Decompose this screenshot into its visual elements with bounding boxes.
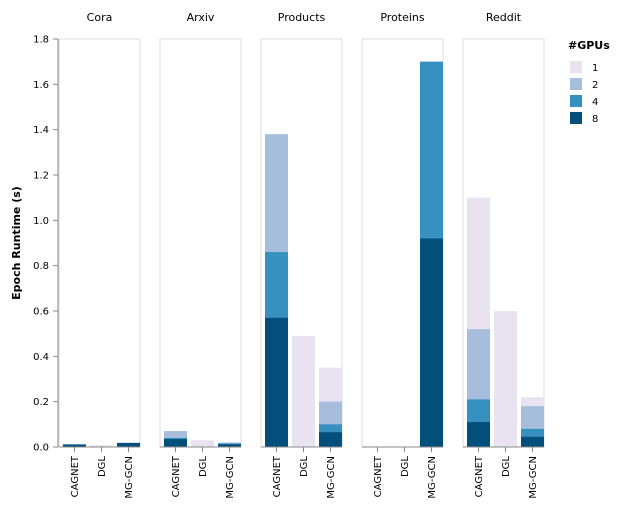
x-tick-label: DGL [97,456,108,477]
x-tick-label: DGL [400,456,411,477]
facet-arxiv: Arxiv CAGNET DGL MG-GCN [159,11,242,499]
facet-reddit: Reddit CAGNET DGL MG-GCN [462,11,545,499]
facet-products: Products CAGNET DGL MG-GCN [260,11,343,499]
y-tick-label: 0.8 [33,261,49,272]
panel-frame [159,38,242,448]
facet-title: Reddit [486,11,522,24]
bar-cora-dgl-gpus-1 [90,445,113,447]
y-axis: 0.0 0.2 0.4 0.6 0.8 1.0 1.2 1.4 1.6 1.8 [33,35,59,454]
x-tick-label: DGL [501,456,512,477]
legend-label: 8 [592,114,598,125]
x-tick-label: DGL [198,456,209,477]
facet-proteins: Proteins CAGNET DGL MG-GCN [361,11,444,499]
x-tick-label: CAGNET [70,455,81,497]
y-tick-label: 1.0 [33,216,49,227]
y-tick-label: 1.4 [33,125,49,136]
y-tick-label: 1.6 [33,80,49,91]
facet-title: Arxiv [187,11,215,24]
bar-products-dgl-gpus-1 [292,335,315,447]
y-tick-label: 0.6 [33,307,49,318]
facet-cora: Cora CAGNET DGL MG-GCN [58,11,141,499]
bar-arxiv-cagnet-gpus-8 [164,439,187,447]
x-tick-label: CAGNET [373,455,384,497]
legend-label: 4 [592,97,598,108]
x-tick-label: CAGNET [171,455,182,497]
x-tick-label: DGL [299,456,310,477]
y-axis-title: Epoch Runtime (s) [10,186,23,300]
y-tick-label: 0.2 [33,397,49,408]
legend-swatch [570,78,582,90]
facet-title: Proteins [380,11,425,24]
y-tick-label: 0.0 [33,443,49,454]
bar-products-cagnet-gpus-8 [265,317,288,447]
bar-reddit-dgl-gpus-1 [494,311,517,447]
bar-arxiv-dgl-gpus-1 [191,440,214,447]
legend-label: 1 [592,63,598,74]
bar-reddit-cagnet-gpus-8 [467,422,490,447]
bar-proteins-mg-gcn-gpus-8 [420,238,443,447]
y-tick-label: 1.8 [33,35,49,46]
x-tick-label: CAGNET [474,455,485,497]
y-tick-label: 0.4 [33,352,49,363]
legend-title: #GPUs [568,39,610,52]
bar-reddit-mg-gcn-gpus-8 [521,436,544,447]
legend-swatch [570,61,582,73]
bar-products-mg-gcn-gpus-8 [319,432,342,447]
x-tick-label: CAGNET [272,455,283,497]
bar-arxiv-mg-gcn-gpus-8 [218,444,241,447]
x-tick-label: MG-GCN [124,456,135,499]
legend: #GPUs 1 2 4 8 [568,39,610,125]
bar-cora-mg-gcn-gpus-8 [117,442,140,447]
facet-title: Products [278,11,326,24]
bar-cora-cagnet-gpus-8 [63,444,86,447]
legend-swatch [570,95,582,107]
x-tick-label: MG-GCN [427,456,438,499]
panel-frame [58,38,141,448]
x-tick-label: MG-GCN [225,456,236,499]
x-tick-label: MG-GCN [528,456,539,499]
legend-label: 2 [592,80,598,91]
legend-swatch [570,112,582,124]
facet-title: Cora [87,11,113,24]
y-tick-label: 1.2 [33,171,49,182]
x-tick-label: MG-GCN [326,456,337,499]
